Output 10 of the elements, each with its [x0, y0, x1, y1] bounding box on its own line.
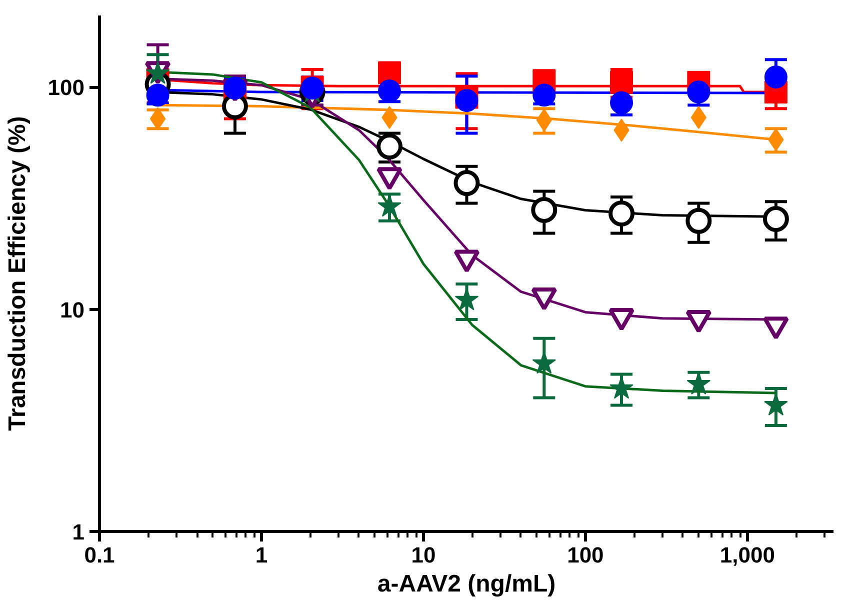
y-tick-label: 10 — [60, 297, 85, 322]
x-axis-title: a-AAV2 (ng/mL) — [377, 570, 556, 598]
x-tick-label: 10 — [411, 542, 436, 568]
x-tick-label: 0.1 — [84, 542, 115, 568]
x-tick-label: 1,000 — [720, 542, 775, 568]
x-tick-label: 100 — [567, 542, 604, 568]
y-tick-label: 100 — [48, 75, 85, 100]
y-tick-label: 1 — [72, 520, 85, 544]
y-axis-title: Transduction Efficiency (%) — [4, 116, 31, 431]
x-tick-label: 1 — [255, 542, 268, 568]
